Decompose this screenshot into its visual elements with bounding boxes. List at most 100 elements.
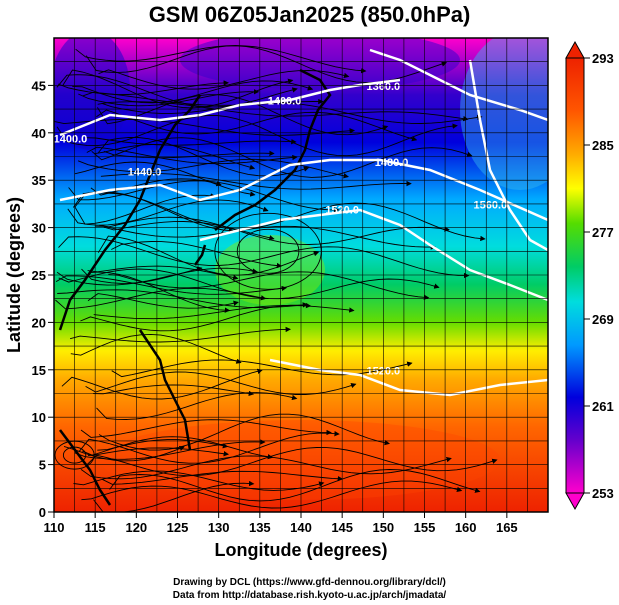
streamline	[77, 158, 349, 179]
hokkaido-coast	[299, 68, 332, 131]
japan-coast	[214, 129, 312, 231]
grid-lines	[53, 37, 549, 513]
streamline	[98, 413, 390, 451]
streamline	[75, 45, 367, 74]
colorbar-max-arrow	[565, 40, 585, 59]
streamline	[87, 293, 239, 309]
streamline	[80, 455, 452, 480]
streamline	[81, 480, 463, 509]
x-tick-label: 150	[372, 520, 394, 535]
streamline	[78, 431, 340, 464]
contour-label: 1400.0	[54, 133, 88, 145]
x-axis-label: Longitude (degrees)	[214, 540, 387, 560]
philippines-coast	[138, 329, 192, 451]
y-tick-label: 0	[39, 505, 46, 520]
y-tick-label: 15	[32, 363, 46, 378]
y-tick-label: 30	[32, 221, 46, 236]
streamline	[74, 192, 486, 242]
streamline	[96, 109, 418, 142]
streamline	[70, 333, 242, 364]
contour-1360	[369, 48, 548, 122]
streamline	[81, 266, 203, 284]
streamline	[85, 137, 297, 146]
y-tick-label: 25	[32, 268, 46, 283]
streamline	[86, 146, 298, 165]
x-tick-label: 145	[331, 520, 353, 535]
chart-title: GSM 06Z05Jan2025 (850.0hPa)	[148, 2, 471, 27]
streamline	[93, 480, 255, 512]
streamline	[72, 80, 314, 104]
streamline	[55, 287, 267, 310]
x-tick-label: 130	[208, 520, 230, 535]
streamline	[82, 91, 324, 106]
colorbar-tick-label: 285	[592, 138, 614, 153]
colorbar-tick-label: 253	[592, 486, 614, 501]
streamline	[111, 359, 413, 378]
streamline	[100, 173, 412, 190]
y-tick-label: 35	[32, 173, 46, 188]
colorbar-gradient	[565, 57, 585, 494]
streamline	[74, 161, 256, 197]
streamline	[91, 137, 473, 178]
credits: Drawing by DCL (https://www.gfd-dennou.o…	[0, 576, 619, 602]
y-axis-ticks: 0 5 10 15 20 25 30 35 40 45	[32, 78, 54, 520]
colorbar-tick-label: 261	[592, 399, 614, 414]
streamline	[108, 271, 430, 300]
streamline	[101, 102, 483, 124]
contour-label: 1400.0	[268, 95, 302, 107]
y-axis-label: Latitude (degrees)	[4, 197, 24, 353]
streamline	[58, 236, 470, 279]
streamline	[56, 115, 458, 157]
contour-label: 1440.0	[128, 166, 162, 178]
streamline	[93, 305, 355, 320]
streamline	[86, 447, 498, 477]
streamline	[111, 241, 283, 269]
streamline	[96, 392, 298, 420]
streamline	[54, 118, 355, 136]
credit-drawing: Drawing by DCL (https://www.gfd-dennou.o…	[173, 577, 446, 588]
streamline	[80, 419, 332, 438]
x-tick-label: 155	[414, 520, 436, 535]
streamline	[97, 439, 229, 451]
streamline	[87, 265, 239, 281]
credit-data: Data from http://database.rish.kyoto-u.a…	[172, 590, 447, 601]
streamline	[58, 268, 440, 300]
streamline	[63, 445, 185, 462]
streamline	[97, 235, 320, 276]
x-tick-label: 110	[44, 520, 65, 535]
streamline	[73, 470, 325, 491]
streamline	[93, 384, 255, 397]
colorbar-min-arrow	[565, 492, 585, 511]
x-tick-label: 140	[290, 520, 312, 535]
colorbar-tick-label: 269	[592, 312, 614, 327]
cold-region	[54, 38, 130, 150]
y-tick-label: 40	[32, 126, 46, 141]
streamline	[85, 371, 357, 395]
contour-1560	[468, 59, 548, 252]
colorbar: 253 261 269 277 285 293	[565, 40, 614, 511]
contour-1440-1480	[59, 158, 548, 222]
x-tick-label: 125	[167, 520, 189, 535]
streamline	[57, 289, 309, 309]
x-tick-label: 160	[455, 520, 477, 535]
colorbar-tick-label: 293	[592, 51, 614, 66]
x-tick-label: 120	[125, 520, 147, 535]
y-tick-label: 10	[32, 410, 46, 425]
streamline	[103, 221, 275, 241]
streamline	[55, 275, 287, 295]
streamline	[101, 470, 344, 485]
x-tick-label: 135	[249, 520, 271, 535]
y-tick-label: 45	[32, 78, 46, 93]
streamline	[69, 326, 291, 343]
streamline	[98, 216, 450, 245]
streamline	[98, 137, 310, 177]
contour-label: 1480.0	[375, 157, 409, 169]
cold-core	[180, 38, 460, 90]
contour-1400	[59, 78, 401, 137]
y-tick-label: 20	[32, 315, 46, 330]
streamline	[98, 69, 350, 90]
contour-label: 1560.0	[474, 200, 508, 212]
streamline	[78, 271, 231, 313]
colorbar-ticks: 253 261 269 277 285 293	[584, 51, 614, 501]
x-tick-label: 115	[85, 520, 106, 535]
